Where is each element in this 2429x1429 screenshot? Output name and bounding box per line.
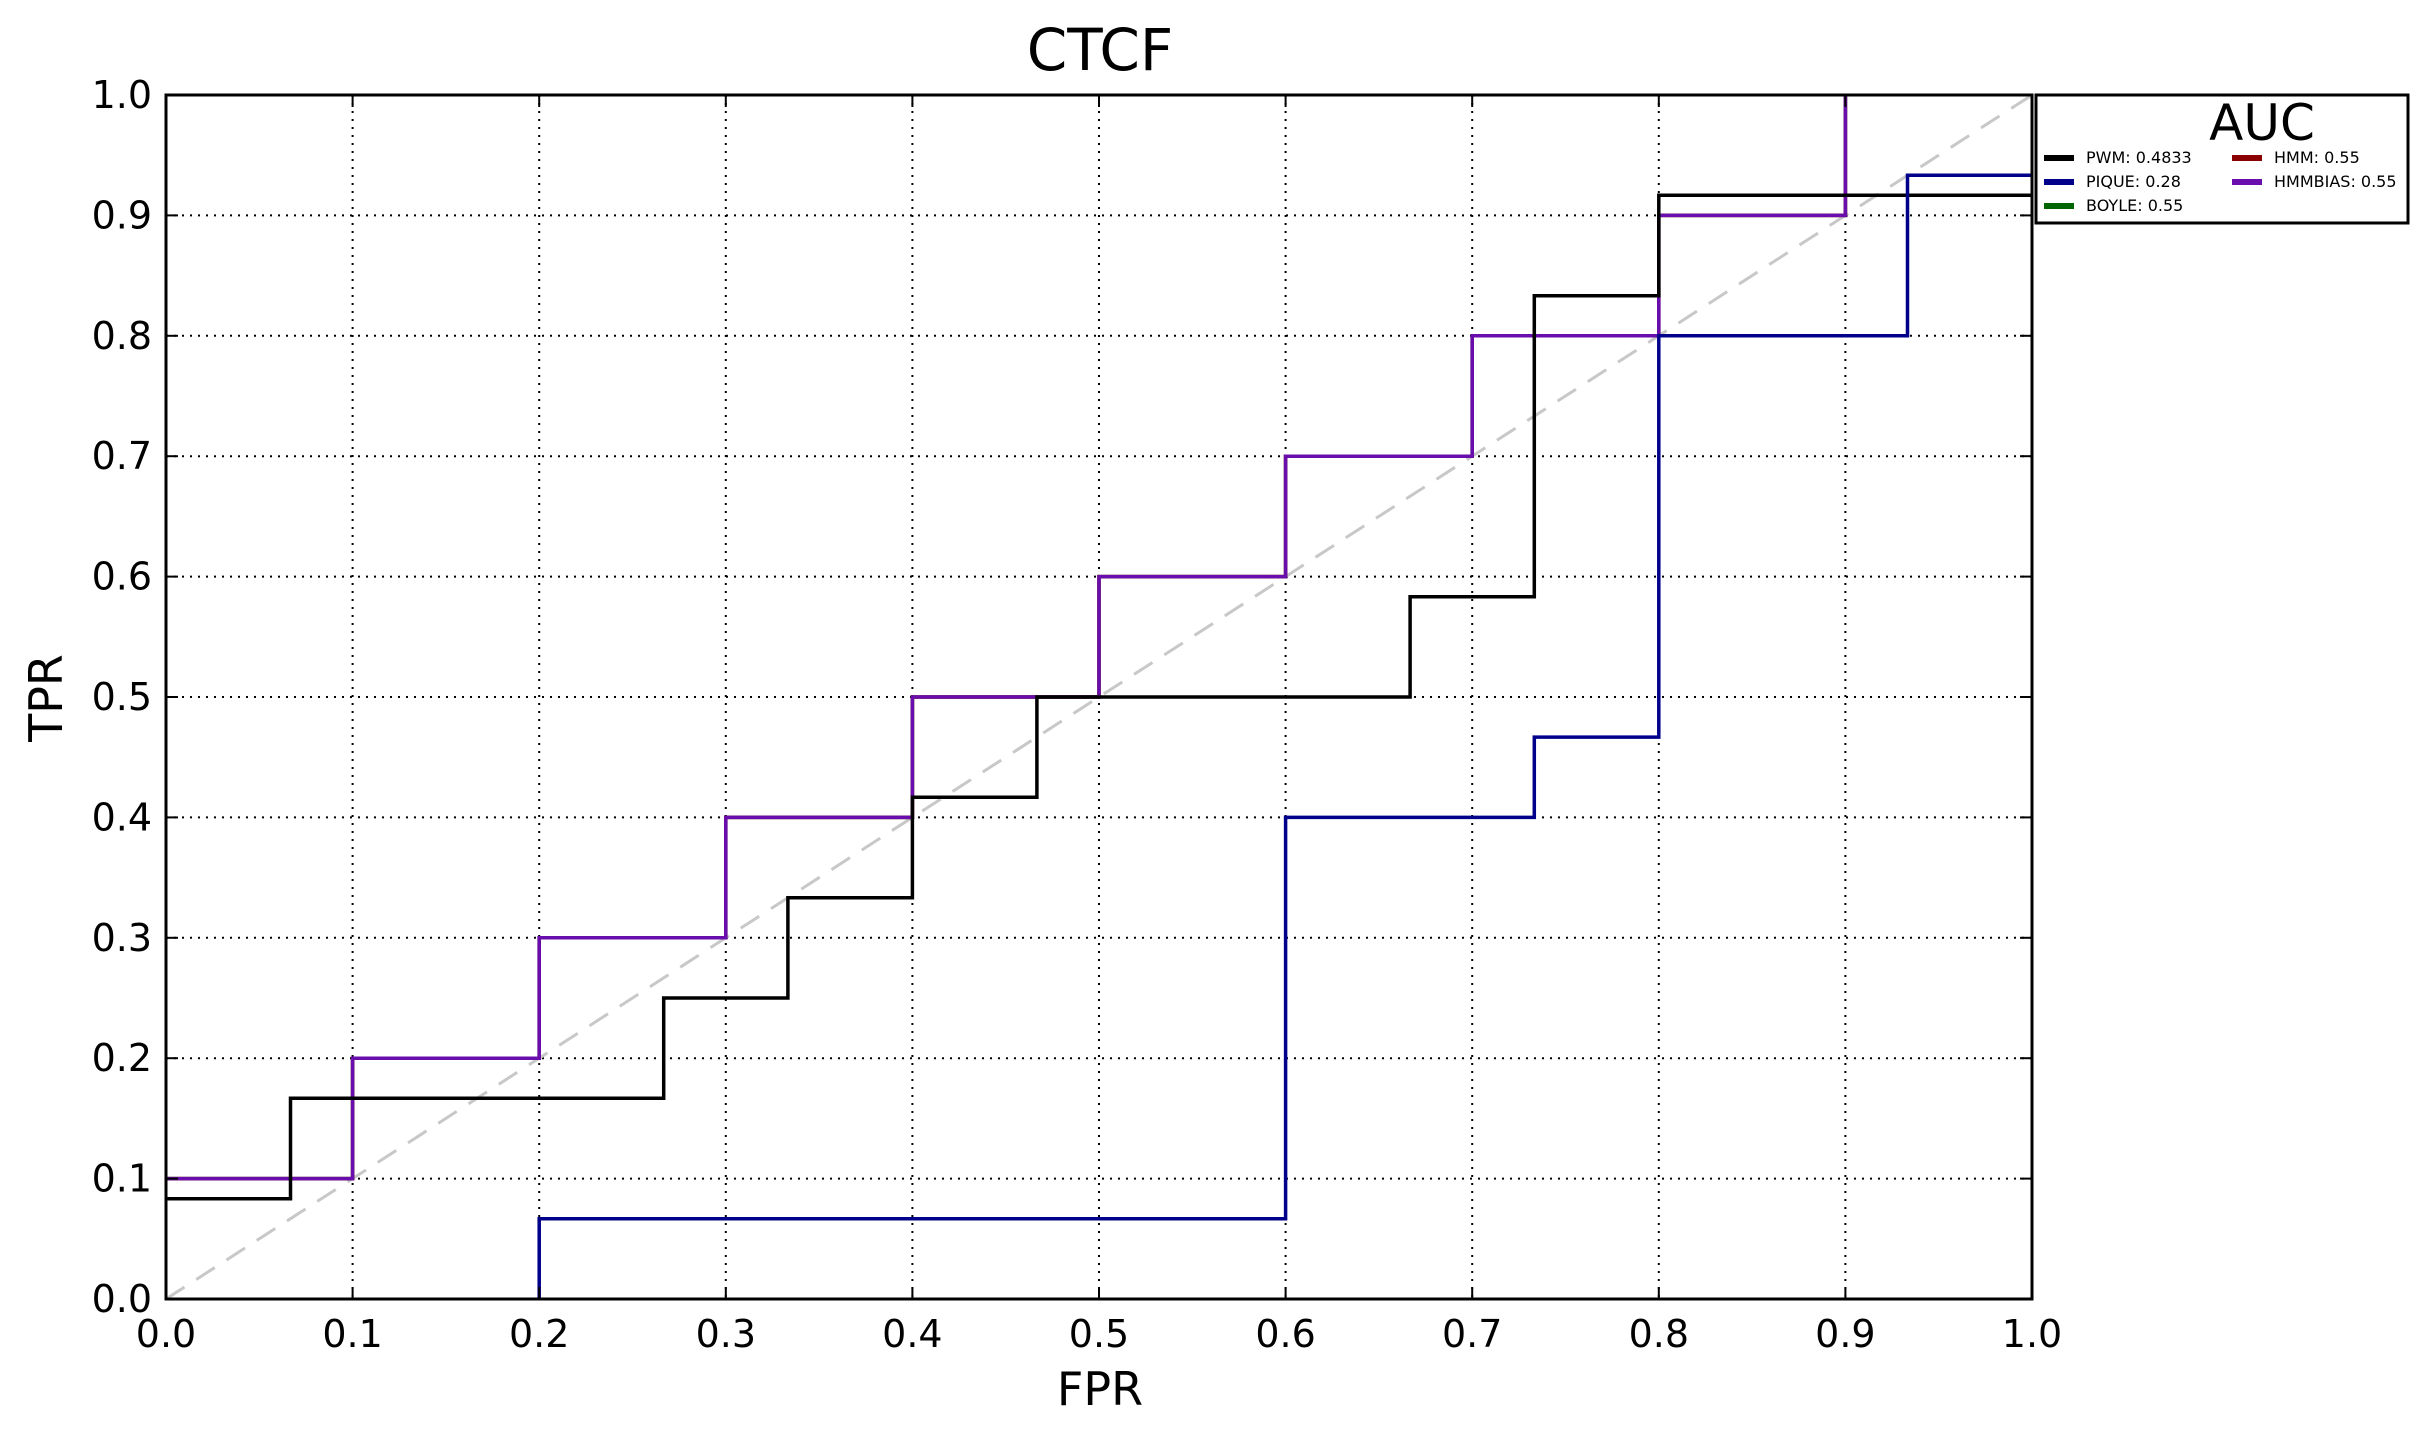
x-tick-label: 1.0: [2002, 1312, 2062, 1356]
legend-entry-label: HMMBIAS: 0.55: [2274, 172, 2397, 191]
y-tick-label: 1.0: [92, 73, 152, 117]
y-tick-label: 0.9: [92, 193, 152, 237]
x-tick-label: 0.8: [1629, 1312, 1689, 1356]
legend-entry-label: BOYLE: 0.55: [2086, 196, 2183, 215]
x-tick-label: 0.6: [1255, 1312, 1315, 1356]
y-tick-label: 0.4: [92, 795, 152, 839]
y-tick-label: 0.5: [92, 675, 152, 719]
x-tick-label: 0.3: [696, 1312, 756, 1356]
series-line-3: [166, 193, 2032, 1201]
series-line-0: [166, 95, 1848, 1181]
y-tick-label: 0.3: [92, 916, 152, 960]
y-tick-label: 0.7: [92, 434, 152, 478]
legend-title: AUC: [2209, 94, 2315, 152]
chart-title: CTCF: [1027, 16, 1173, 84]
series-layer: [166, 95, 2032, 1299]
legend-entry-label: PIQUE: 0.28: [2086, 172, 2181, 191]
y-axis-label: TPR: [19, 654, 73, 743]
y-tick-label: 0.2: [92, 1036, 152, 1080]
legend-box: [2034, 93, 2410, 225]
axis-ticks: 0.0 0.1 0.2 0.3 0.4 0.5 0.6 0.7 0.8 0.9 1.0 0.0 0.1 0…: [92, 73, 2063, 1356]
series-line-2: [166, 95, 1848, 1181]
x-tick-label: 0.5: [1069, 1312, 1129, 1356]
legend-entry-label: PWM: 0.4833: [2086, 148, 2192, 167]
x-axis-label: FPR: [1057, 1362, 1143, 1416]
x-tick-label: 0.0: [136, 1312, 196, 1356]
y-tick-label: 0.8: [92, 314, 152, 358]
x-tick-label: 0.9: [1815, 1312, 1875, 1356]
x-tick-label: 0.2: [509, 1312, 569, 1356]
y-tick-label: 0.6: [92, 555, 152, 599]
x-tick-label: 0.1: [322, 1312, 382, 1356]
legend-entry-label: HMM: 0.55: [2274, 148, 2360, 167]
series-line-4: [537, 173, 2032, 1299]
legend: AUC PWM: 0.4833 PIQUE: 0.28 BOYLE: 0.55 HMM…: [2034, 93, 2410, 225]
y-tick-label: 0.1: [92, 1157, 152, 1201]
series-line-1: [166, 95, 1848, 1181]
x-tick-label: 0.7: [1442, 1312, 1502, 1356]
x-tick-label: 0.4: [882, 1312, 942, 1356]
y-tick-label: 0.0: [92, 1277, 152, 1321]
